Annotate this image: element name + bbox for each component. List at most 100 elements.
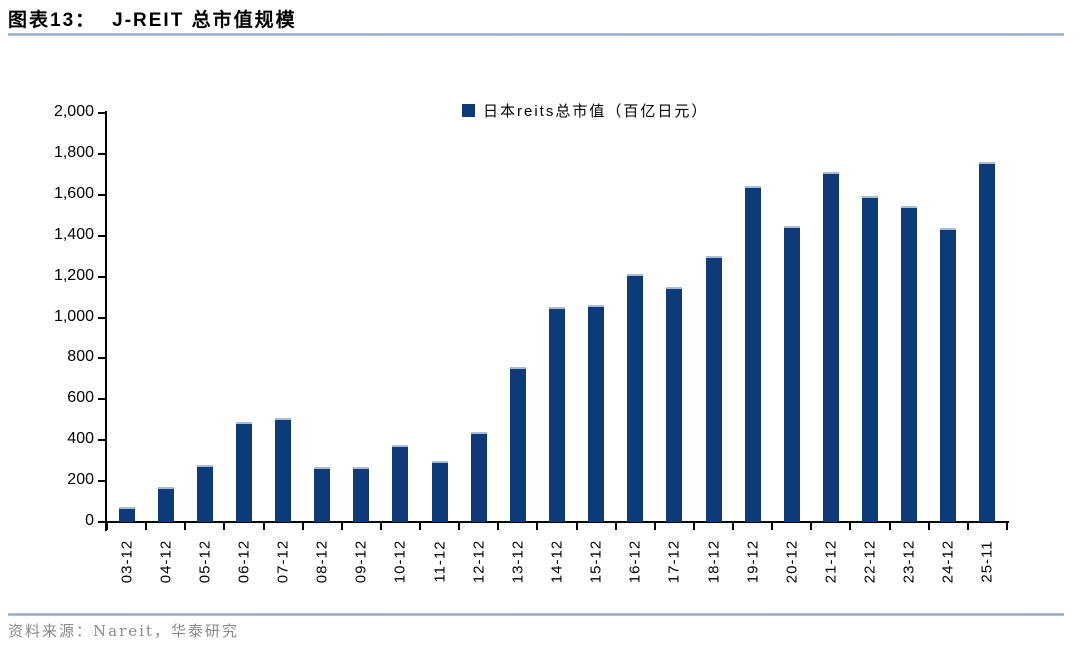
bar [392,445,409,522]
bar [431,461,448,522]
bar [979,162,996,522]
x-tick-label: 24-12 [939,539,957,584]
bar [822,172,839,522]
y-tick-label: 1,400 [53,225,94,243]
legend: 日本reits总市值（百亿日元） [462,100,708,121]
figure-title: 图表13： J-REIT 总市值规模 [8,5,297,32]
figure-label: 图表13： [8,10,97,31]
x-axis-tick [653,523,656,530]
x-axis-tick [966,523,969,530]
x-tick-label: 03-12 [118,539,136,584]
legend-swatch [462,104,475,117]
y-tick-label: 600 [67,389,94,407]
bar [744,186,761,522]
x-axis-tick [692,523,695,530]
title-rule [8,33,1064,36]
x-axis-tick [379,523,382,530]
y-axis-tick [98,152,105,155]
x-axis-tick [340,523,343,530]
x-tick-label: 25-11 [978,540,996,583]
y-tick-label: 200 [67,471,94,489]
x-axis-tick [1006,523,1008,530]
bar [901,206,918,522]
y-tick-label: 2,000 [53,103,94,120]
x-axis-tick [262,523,265,530]
bar [627,274,644,522]
figure-title-text: J-REIT 总市值规模 [112,10,297,31]
bar [353,467,370,522]
bar [783,226,800,522]
bar [470,432,487,522]
y-axis-tick [98,112,105,114]
x-tick-label: 06-12 [235,539,253,584]
y-tick-label: 1,000 [53,307,94,325]
x-tick-label: 20-12 [783,539,801,584]
y-axis-tick [98,521,105,523]
legend-label: 日本reits总市值（百亿日元） [483,103,709,120]
x-tick-label: 22-12 [861,539,879,584]
y-axis-line [105,111,107,531]
x-axis-tick [888,523,891,530]
x-axis-tick [614,523,617,530]
x-axis-tick [771,523,774,530]
y-axis-tick [98,316,105,319]
x-axis-tick [849,523,852,530]
x-tick-label: 05-12 [196,539,214,584]
x-axis-tick [810,523,813,530]
x-tick-label: 19-12 [744,539,762,584]
y-axis-tick [98,193,105,196]
bar [862,196,879,522]
footer-rule [8,613,1064,616]
x-tick-label: 07-12 [274,539,292,584]
bar [588,305,605,522]
x-axis-tick [927,523,930,530]
y-tick-label: 800 [67,348,94,366]
y-tick-label: 400 [67,430,94,448]
y-axis-tick [98,357,105,360]
x-axis-line [105,521,1009,523]
y-axis-tick [98,398,105,401]
x-axis-tick [184,523,187,530]
x-tick-label: 04-12 [157,539,175,584]
bar [666,287,683,522]
bar [705,256,722,522]
y-axis-tick [98,234,105,237]
source-note: 资料来源：Nareit，华泰研究 [8,622,239,640]
bar [509,367,526,522]
x-axis-tick [106,523,108,530]
x-tick-label: 18-12 [705,539,723,584]
bar [196,465,213,522]
x-axis-tick [497,523,500,530]
x-tick-label: 09-12 [352,539,370,584]
x-tick-label: 15-12 [587,539,605,584]
y-axis-tick [98,275,105,278]
y-tick-label: 1,200 [53,266,94,284]
y-axis-tick [98,439,105,442]
y-axis-tick [98,480,105,483]
x-axis-tick [301,523,304,530]
x-tick-label: 14-12 [548,539,566,584]
x-axis-tick [419,523,422,530]
x-axis-tick [536,523,539,530]
bar [157,487,174,522]
x-tick-label: 12-12 [470,539,488,584]
x-tick-label: 11-12 [431,540,449,583]
x-axis-tick [223,523,226,530]
x-axis-tick [458,523,461,530]
y-tick-label: 0 [85,512,94,529]
y-tick-label: 1,600 [53,184,94,202]
y-tick-label: 1,800 [53,143,94,161]
bar [549,307,565,522]
x-tick-label: 13-12 [509,539,527,584]
x-tick-label: 21-12 [822,539,840,584]
x-tick-label: 23-12 [900,539,918,584]
x-tick-label: 08-12 [313,539,331,584]
x-tick-label: 17-12 [665,539,683,584]
bar [314,467,331,522]
x-axis-tick [732,523,735,530]
x-axis-tick [575,523,578,530]
x-axis-tick [145,523,148,530]
bar [118,507,135,522]
